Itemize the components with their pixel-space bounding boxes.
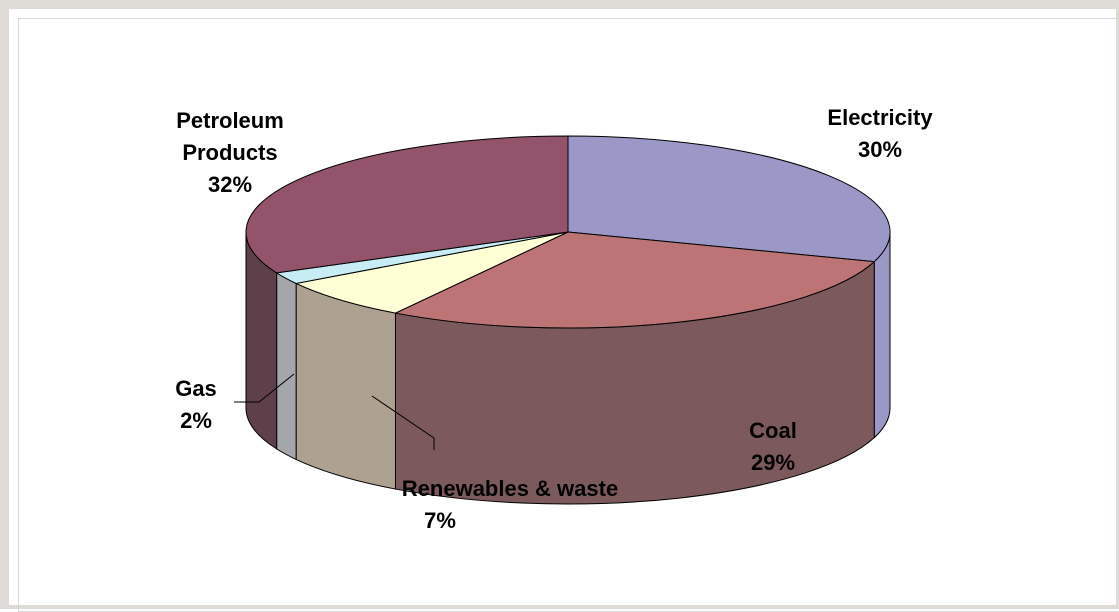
pie-slice-renewables-waste (294, 231, 569, 314)
pie-sides (245, 231, 891, 505)
label-electricity: Electricity (827, 105, 933, 130)
label-petroleum: Petroleum (176, 108, 284, 133)
value-coal: 29% (751, 450, 795, 475)
value-gas: 2% (180, 408, 212, 433)
pie-side-electricity (873, 231, 891, 439)
value-electricity: 30% (858, 137, 902, 162)
label-renewables: Renewables & waste (402, 476, 618, 501)
pie-top (245, 135, 891, 329)
gas-leader-line (234, 373, 295, 403)
pie-slice-petroleum (245, 135, 569, 274)
label-coal: Coal (749, 418, 797, 443)
pie-slice-electricity (567, 135, 891, 263)
pie-slice-coal (393, 231, 876, 329)
value-petroleum: 32% (208, 172, 252, 197)
pie-side-gas (276, 271, 297, 461)
pie-side-renewables-waste (295, 282, 396, 490)
label-petroleum-line2: Products (182, 140, 277, 165)
renewables-leader-line (371, 395, 435, 450)
label-gas: Gas (175, 376, 217, 401)
value-renewables: 7% (424, 508, 456, 533)
